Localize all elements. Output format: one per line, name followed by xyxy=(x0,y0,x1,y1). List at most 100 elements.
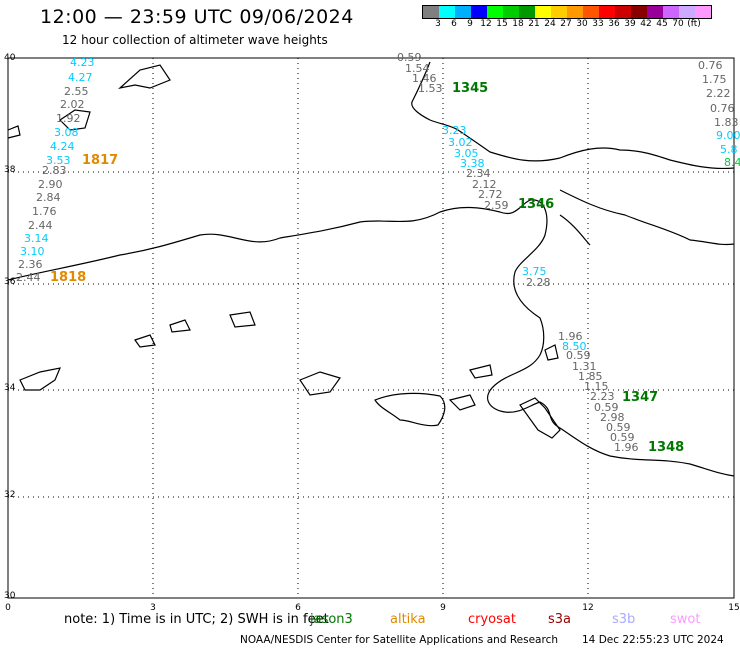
wave-height-label: 2.59 xyxy=(484,199,509,212)
map-title: 12:00 — 23:59 UTC 09/06/2024 xyxy=(40,6,354,28)
legend-swatch xyxy=(439,6,455,18)
legend-tick: 9 xyxy=(467,19,473,29)
y-axis-tick: 32 xyxy=(4,490,15,500)
wave-labels: 4.23 4.272.552.021.923.084.243.532.832.90… xyxy=(16,51,740,454)
pass-labels: 1345 1346 1347 1348 1817 1818 xyxy=(50,81,684,455)
wave-height-label: 0.59 xyxy=(610,431,635,444)
sicily xyxy=(374,392,446,427)
wave-height-label: 0.59 xyxy=(606,421,631,434)
wave-height-label: 2.44 xyxy=(16,271,41,284)
ionian-inlet xyxy=(559,214,591,246)
legend-swatch xyxy=(503,6,519,18)
wave-height-label: 1.53 xyxy=(418,82,443,95)
legend-swatch xyxy=(583,6,599,18)
color-legend: 3 6 9 12 15 18 21 24 27 30 33 36 39 42 45 70 (ft) xyxy=(422,5,712,29)
wave-height-label: 2.12 xyxy=(472,178,497,191)
x-axis-tick: 0 xyxy=(5,603,11,613)
aegean-isle-4 xyxy=(19,367,61,391)
isle-b xyxy=(544,344,559,361)
wave-height-label: 3.05 xyxy=(454,147,479,160)
legend-swatch xyxy=(455,6,471,18)
wave-height-label: 2.72 xyxy=(478,188,503,201)
satellite-label: jason3 xyxy=(310,612,353,627)
wave-height-label: 1.85 xyxy=(578,370,603,383)
left-edge-island xyxy=(7,125,21,139)
cyprus xyxy=(519,397,561,439)
legend-swatch xyxy=(567,6,583,18)
x-axis-tick: 12 xyxy=(582,603,593,613)
wave-height-label: 1.92 xyxy=(56,112,81,125)
legend-swatch xyxy=(519,6,535,18)
legend-swatch xyxy=(535,6,551,18)
aegean-isle-3 xyxy=(134,334,156,348)
wave-height-label: 1.31 xyxy=(572,360,597,373)
wave-height-label: 2.34 xyxy=(466,167,491,180)
wave-height-label: 4.24 xyxy=(50,140,75,153)
wave-height-label: 2.90 xyxy=(38,178,63,191)
wave-height-label: 1.76 xyxy=(32,205,57,218)
legend-swatches xyxy=(422,5,712,19)
aegean-isle-2 xyxy=(169,319,191,333)
legend-swatch xyxy=(679,6,695,18)
wave-height-label: 0.76 xyxy=(698,59,723,72)
wave-height-label: 2.83 xyxy=(42,164,67,177)
wave-height-label: 2.22 xyxy=(706,87,731,100)
satellite-label: swot xyxy=(670,612,701,627)
wave-height-label: 4.23 xyxy=(70,56,95,69)
footer-credit: NOAA/NESDIS Center for Satellite Applica… xyxy=(240,634,558,646)
legend-swatch xyxy=(631,6,647,18)
mallorca xyxy=(117,64,171,90)
legend-swatch xyxy=(471,6,487,18)
x-axis-tick: 3 xyxy=(150,603,156,613)
pass-number-label: 1346 xyxy=(518,197,554,212)
wave-height-label: 2.02 xyxy=(60,98,85,111)
pass-number-label: 1817 xyxy=(82,153,118,168)
wave-height-label: 1.96 xyxy=(614,441,639,454)
footer-timestamp: 14 Dec 22:55:23 UTC 2024 xyxy=(582,634,724,646)
wave-height-label: 2.36 xyxy=(18,258,43,271)
legend-tick: 39 xyxy=(624,19,636,29)
wave-height-label: 2.55 xyxy=(64,85,89,98)
pass-number-label: 1348 xyxy=(648,440,684,455)
wave-height-label: 3.02 xyxy=(448,136,473,149)
isle-a xyxy=(469,364,493,379)
x-axis-tick: 6 xyxy=(295,603,301,613)
legend-unit: (ft) xyxy=(687,19,701,29)
y-axis-tick: 38 xyxy=(4,165,16,175)
legend-tick: 33 xyxy=(592,19,604,29)
legend-tick: 24 xyxy=(544,19,556,29)
wave-height-label: 3.10 xyxy=(20,245,45,258)
legend-swatch xyxy=(615,6,631,18)
y-axis-tick: 36 xyxy=(4,277,16,287)
malta xyxy=(299,371,341,396)
wave-height-label: 2.28 xyxy=(526,276,551,289)
wave-height-label: 1.83 xyxy=(714,116,739,129)
legend-tick: 3 xyxy=(435,19,441,29)
legend-swatch xyxy=(423,6,439,18)
x-axis-tick: 9 xyxy=(440,603,446,613)
satellite-label: altika xyxy=(390,612,426,627)
legend-swatch xyxy=(551,6,567,18)
wave-height-label: 8.50 xyxy=(562,340,587,353)
footer-note: note: 1) Time is in UTC; 2) SWH is in fe… xyxy=(64,612,329,627)
pass-number-label: 1347 xyxy=(622,390,658,405)
map-frame xyxy=(7,57,735,599)
wave-height-label: 0.59 xyxy=(566,349,591,362)
satellite-label: s3b xyxy=(612,612,636,627)
pass-number-label: 1818 xyxy=(50,270,86,285)
wave-height-label: 1.46 xyxy=(412,72,437,85)
north-coast xyxy=(7,199,735,477)
legend-swatch xyxy=(599,6,615,18)
legend-swatch xyxy=(695,6,711,18)
wave-height-label: 1.54 xyxy=(405,62,430,75)
coastlines xyxy=(7,61,735,477)
wave-height-label: 4.27 xyxy=(68,71,93,84)
pass-number-label: 1345 xyxy=(452,81,488,96)
wave-height-label: 1.96 xyxy=(558,330,583,343)
satellite-label: s3a xyxy=(548,612,572,627)
wave-height-label: 2.23 xyxy=(590,390,615,403)
wave-height-label: 3.08 xyxy=(54,126,79,139)
legend-tick: 21 xyxy=(528,19,540,29)
